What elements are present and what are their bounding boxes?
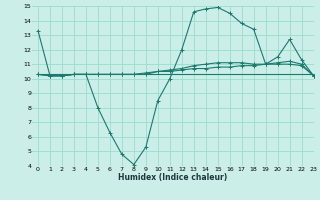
X-axis label: Humidex (Indice chaleur): Humidex (Indice chaleur) (118, 173, 228, 182)
